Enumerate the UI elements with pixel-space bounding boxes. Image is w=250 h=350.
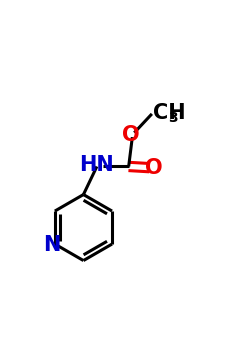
Text: O: O bbox=[122, 125, 139, 145]
Text: HN: HN bbox=[80, 155, 114, 175]
Text: 3: 3 bbox=[168, 111, 178, 125]
Text: O: O bbox=[145, 158, 163, 178]
Text: CH: CH bbox=[153, 103, 186, 122]
Text: N: N bbox=[43, 235, 60, 255]
